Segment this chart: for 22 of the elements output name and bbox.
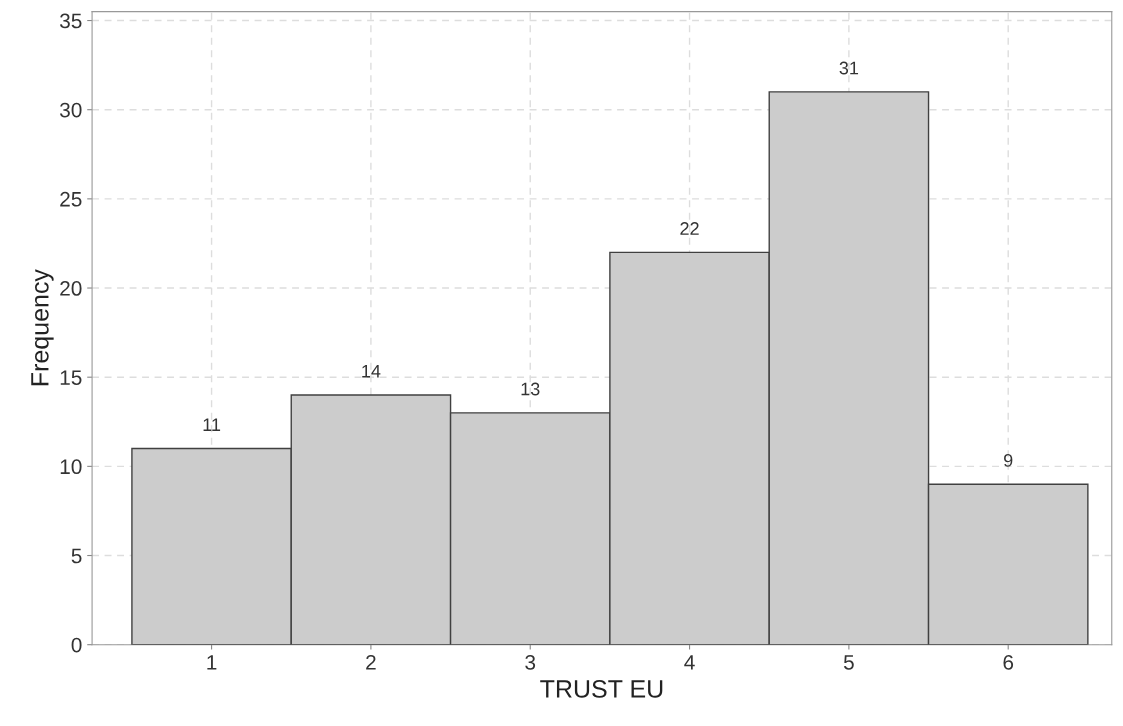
y-tick-label: 25: [60, 191, 82, 207]
y-tick-label: 10: [60, 459, 82, 475]
x-axis-title: TRUST EU: [540, 680, 663, 698]
y-tick-label: 5: [71, 548, 82, 564]
data-label: 13: [521, 382, 540, 396]
data-label: 31: [839, 61, 859, 75]
data-label: 9: [1004, 453, 1013, 467]
data-label: 22: [680, 222, 699, 235]
y-axis-title: Frequency: [31, 269, 54, 386]
data-label: 14: [362, 364, 381, 378]
y-tick-label: 15: [60, 370, 82, 385]
y-tick-label: 30: [59, 102, 82, 118]
x-tick-label: 5: [843, 655, 854, 670]
x-tick-label: 1: [207, 655, 217, 670]
x-tick-label: 4: [684, 655, 695, 670]
x-tick-label: 6: [1003, 654, 1014, 670]
x-tick-label: 2: [366, 654, 376, 670]
x-tick-label: 3: [525, 654, 536, 670]
y-tick-label: 35: [59, 13, 82, 29]
y-tick-label: 20: [60, 281, 82, 296]
data-label: 11: [203, 418, 221, 431]
y-tick-label: 0: [71, 637, 82, 653]
